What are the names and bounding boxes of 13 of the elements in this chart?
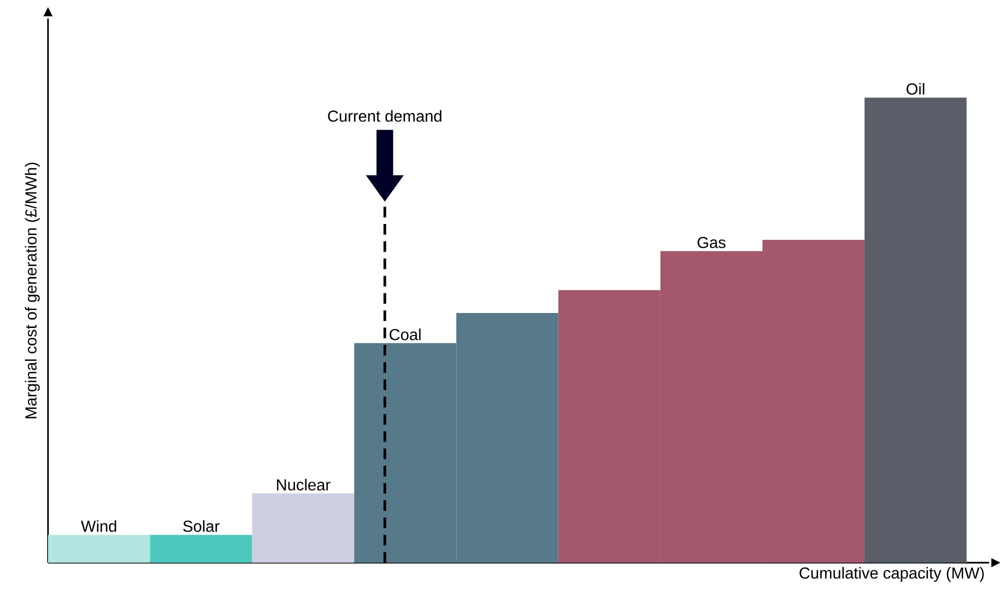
y-axis-title: Marginal cost of generation (£/MWh) — [24, 162, 40, 418]
bar — [864, 98, 967, 563]
x-tick-label: Wind — [80, 520, 116, 532]
bar — [48, 534, 150, 563]
x-tick-label: Coal — [390, 328, 421, 340]
x-tick-label: Gas — [698, 236, 726, 248]
x-axis-title: Cumulative capacity (MW) — [800, 567, 984, 582]
ref-line-label: Current demand — [328, 110, 442, 122]
bar — [150, 534, 252, 563]
x-tick-label: Solar — [183, 520, 220, 532]
bar — [252, 493, 354, 563]
x-tick-label: Nuclear — [277, 478, 330, 491]
x-tick-label: Oil — [906, 83, 924, 95]
